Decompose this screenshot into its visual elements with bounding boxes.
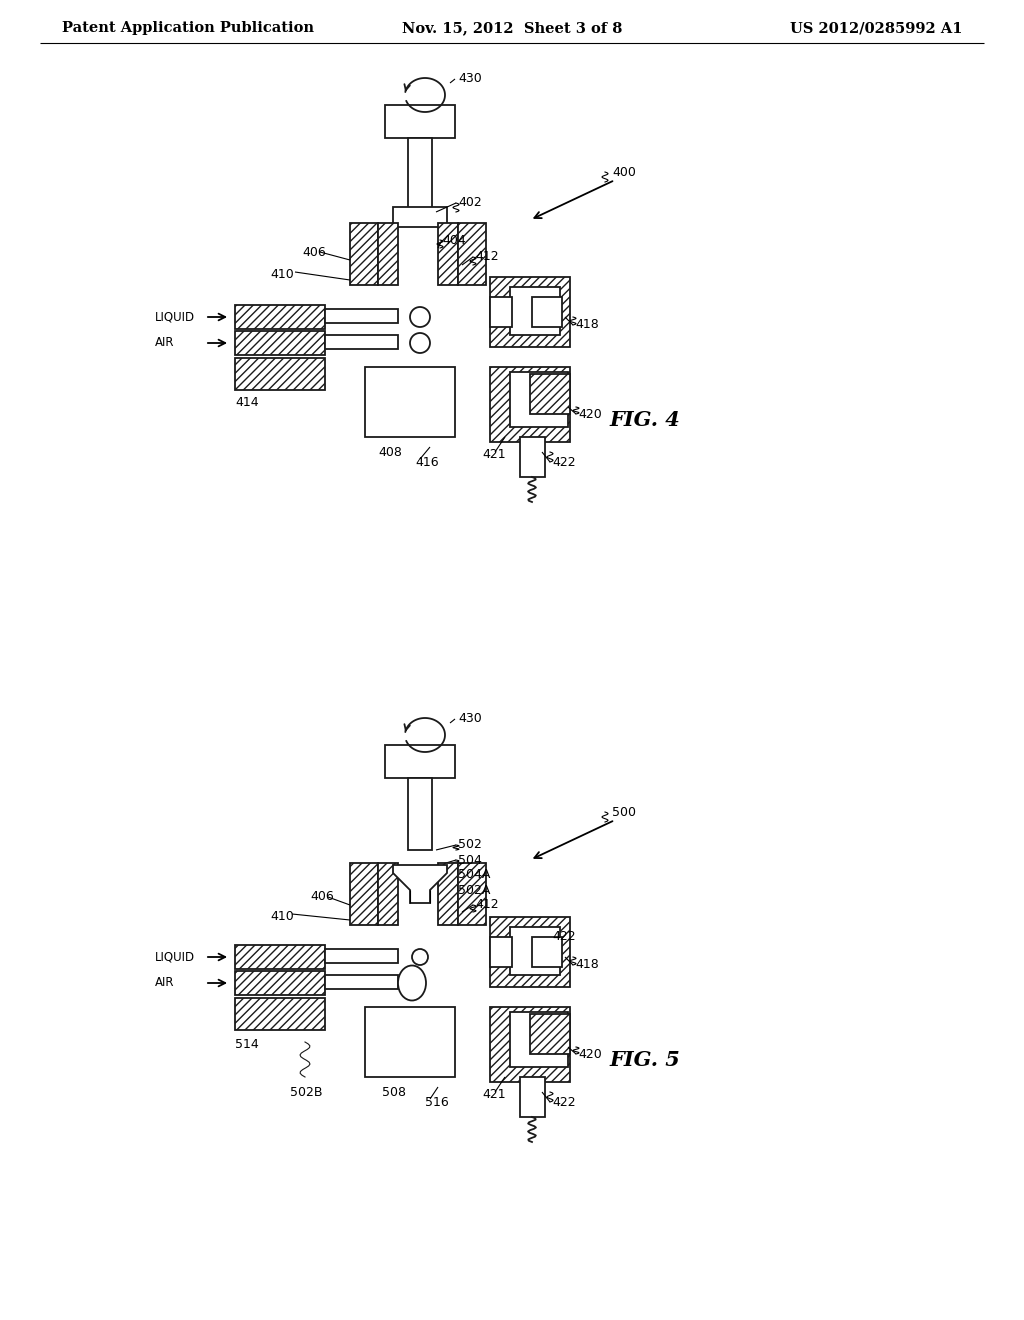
- Bar: [234, 972, 325, 995]
- Text: 410: 410: [270, 911, 294, 924]
- Bar: [385, 744, 455, 777]
- Bar: [408, 139, 432, 210]
- Text: AIR: AIR: [155, 977, 174, 990]
- Bar: [234, 358, 325, 389]
- Text: 502B: 502B: [290, 1085, 323, 1098]
- Bar: [458, 223, 486, 285]
- Ellipse shape: [398, 965, 426, 1001]
- Bar: [530, 1014, 570, 1053]
- Text: 421: 421: [482, 447, 506, 461]
- Text: LIQUID: LIQUID: [155, 310, 196, 323]
- Text: Nov. 15, 2012  Sheet 3 of 8: Nov. 15, 2012 Sheet 3 of 8: [401, 21, 623, 36]
- Circle shape: [410, 333, 430, 352]
- Text: 420: 420: [578, 1048, 602, 1060]
- Text: 422: 422: [552, 1096, 575, 1109]
- Bar: [234, 945, 325, 969]
- Polygon shape: [393, 865, 447, 903]
- Bar: [365, 367, 455, 437]
- Text: 416: 416: [415, 455, 438, 469]
- Bar: [490, 1007, 570, 1082]
- Bar: [350, 863, 378, 925]
- Text: 406: 406: [310, 891, 334, 903]
- Bar: [520, 437, 545, 477]
- Text: 414: 414: [234, 396, 259, 408]
- Bar: [532, 297, 562, 327]
- Text: 420: 420: [578, 408, 602, 421]
- Text: 508: 508: [382, 1085, 406, 1098]
- Circle shape: [410, 308, 430, 327]
- Bar: [385, 106, 455, 139]
- Bar: [510, 1012, 568, 1067]
- Text: 412: 412: [475, 251, 499, 264]
- Text: 404: 404: [442, 234, 466, 247]
- Text: 406: 406: [302, 246, 326, 259]
- Text: 402: 402: [458, 197, 481, 210]
- Bar: [510, 372, 568, 426]
- Bar: [458, 863, 486, 925]
- Text: 514: 514: [234, 1038, 259, 1051]
- Text: 504: 504: [458, 854, 482, 866]
- Bar: [393, 207, 447, 227]
- Text: 408: 408: [378, 446, 401, 458]
- Text: 502A: 502A: [458, 883, 490, 896]
- Text: 418: 418: [575, 318, 599, 331]
- Text: FIG. 5: FIG. 5: [609, 1049, 680, 1071]
- Bar: [530, 374, 570, 414]
- Bar: [510, 927, 560, 975]
- Text: 504A: 504A: [458, 869, 490, 882]
- Text: 412: 412: [475, 899, 499, 912]
- Text: AIR: AIR: [155, 337, 174, 350]
- Text: LIQUID: LIQUID: [155, 950, 196, 964]
- Bar: [365, 1007, 455, 1077]
- Bar: [532, 937, 562, 968]
- Bar: [408, 777, 432, 850]
- Text: 502: 502: [458, 838, 482, 851]
- Bar: [234, 305, 325, 329]
- Text: 422: 422: [552, 931, 575, 944]
- Bar: [325, 975, 398, 989]
- Text: FIG. 4: FIG. 4: [609, 411, 680, 430]
- Bar: [520, 1077, 545, 1117]
- Bar: [378, 223, 398, 285]
- Text: 410: 410: [270, 268, 294, 281]
- Bar: [325, 949, 398, 964]
- Bar: [510, 286, 560, 335]
- Circle shape: [412, 949, 428, 965]
- Bar: [438, 863, 458, 925]
- Text: 516: 516: [425, 1096, 449, 1109]
- Bar: [378, 863, 398, 925]
- Bar: [325, 335, 398, 348]
- Text: US 2012/0285992 A1: US 2012/0285992 A1: [790, 21, 962, 36]
- Text: 400: 400: [612, 165, 636, 178]
- Text: 421: 421: [482, 1088, 506, 1101]
- Text: Patent Application Publication: Patent Application Publication: [62, 21, 314, 36]
- Bar: [490, 367, 570, 442]
- Text: 500: 500: [612, 805, 636, 818]
- Text: 430: 430: [458, 713, 481, 726]
- Bar: [234, 998, 325, 1030]
- Bar: [490, 937, 512, 968]
- Text: 430: 430: [458, 73, 481, 86]
- Bar: [490, 917, 570, 987]
- Bar: [490, 277, 570, 347]
- Text: 418: 418: [575, 958, 599, 972]
- Bar: [325, 309, 398, 323]
- Bar: [350, 223, 378, 285]
- Bar: [438, 223, 458, 285]
- Bar: [234, 331, 325, 355]
- Text: 422: 422: [552, 455, 575, 469]
- Bar: [490, 297, 512, 327]
